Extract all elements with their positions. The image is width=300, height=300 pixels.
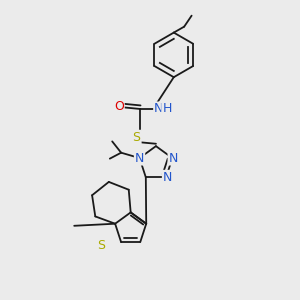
Text: O: O [114,100,124,113]
Text: S: S [97,239,105,252]
Text: N: N [135,152,144,164]
Text: H: H [162,103,172,116]
Text: S: S [133,131,141,144]
Text: N: N [169,152,178,164]
Text: N: N [163,171,172,184]
Text: N: N [154,103,164,116]
